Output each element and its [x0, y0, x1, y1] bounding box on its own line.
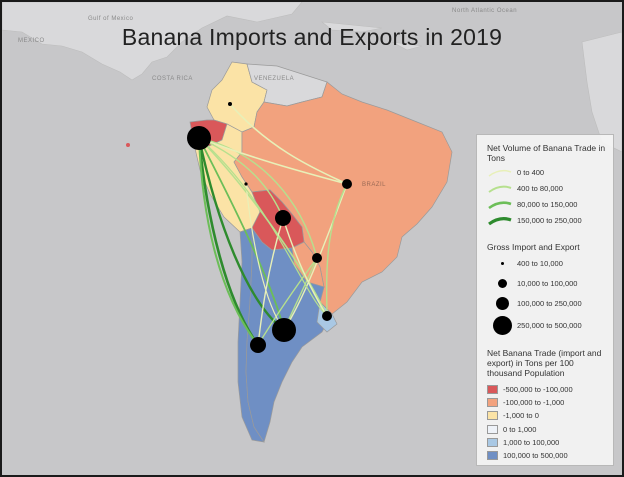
dot-colombia: [228, 102, 232, 106]
gross-dot-swatch: [496, 297, 509, 310]
trade-flows: [197, 103, 348, 347]
net-color-swatch: [487, 385, 498, 394]
net-color-swatch: [487, 398, 498, 407]
legend-volume-label: 0 to 400: [517, 168, 545, 177]
label-brazil: BRAZIL: [362, 182, 387, 188]
label-gulf-of-mexico: Gulf of Mexico: [88, 16, 134, 22]
legend-volume-item: 400 to 80,000: [487, 182, 611, 196]
legend-volume-item: 80,000 to 150,000: [487, 198, 611, 212]
net-color-swatch: [487, 451, 498, 460]
legend-net-title: Net Banana Trade (import and export) in …: [487, 348, 602, 378]
caribbean-land: [321, 21, 423, 51]
gross-dot-swatch: [493, 316, 512, 335]
flow-line: [198, 137, 318, 259]
legend-net-item: 1,000 to 100,000: [487, 436, 611, 450]
flow-line: [197, 136, 286, 332]
net-color-swatch: [487, 425, 498, 434]
legend-net-item: -500,000 to -100,000: [487, 383, 611, 397]
flow-line: [198, 137, 328, 317]
volume-line-swatch: [488, 217, 512, 226]
dot-peru: [244, 182, 248, 186]
legend-gross-item: 250,000 to 500,000: [487, 316, 611, 335]
legend-net-label: 1,000 to 100,000: [503, 438, 560, 447]
legend-gross-label: 400 to 10,000: [517, 259, 563, 268]
legend-gross-item: 400 to 10,000: [487, 257, 611, 271]
gross-dot-swatch: [501, 262, 504, 265]
flow-line: [245, 183, 285, 331]
legend-net-label: -1,000 to 0: [503, 411, 539, 420]
legend-net-label: 100,000 to 500,000: [503, 451, 568, 460]
legend-net-item: 0 to 1,000: [487, 423, 611, 437]
volume-line-swatch: [488, 185, 512, 193]
flow-line: [198, 137, 259, 346]
flow-line: [283, 183, 348, 331]
legend-gross-item: 10,000 to 100,000: [487, 277, 611, 291]
legend-volume-label: 150,000 to 250,000: [517, 216, 582, 225]
legend-gross-label: 100,000 to 250,000: [517, 299, 582, 308]
legend-volume-title: Net Volume of Banana Trade in Tons: [487, 143, 606, 163]
gross-dot-swatch: [498, 279, 507, 288]
legend-net-item: -1,000 to 0: [487, 409, 611, 423]
legend-volume-label: 400 to 80,000: [517, 184, 563, 193]
flow-line: [257, 257, 318, 346]
legend-net-item: -100,000 to -1,000: [487, 396, 611, 410]
legend-net-item: 100,000 to 500,000: [487, 449, 611, 463]
legend-net-label: -100,000 to -1,000: [503, 398, 565, 407]
legend-volume-item: 0 to 400: [487, 166, 611, 180]
gross-trade-dots: [187, 102, 352, 353]
flow-line: [229, 103, 348, 185]
dot-ecuador: [187, 126, 211, 150]
dot-uruguay: [322, 311, 332, 321]
legend-gross-title: Gross Import and Export: [487, 242, 580, 252]
map-title: Banana Imports and Exports in 2019: [121, 24, 503, 50]
dot-argentina: [272, 318, 296, 342]
legend-gross-label: 250,000 to 500,000: [517, 321, 582, 330]
label-north-atlantic: North Atlantic Ocean: [452, 8, 518, 14]
dot-bolivia: [275, 210, 291, 226]
dot-chile: [250, 337, 266, 353]
net-color-swatch: [487, 438, 498, 447]
legend-volume-item: 150,000 to 250,000: [487, 214, 611, 228]
dot-brazil: [342, 179, 352, 189]
legend-net-label: -500,000 to -100,000: [503, 385, 573, 394]
legend-net-label: 0 to 1,000: [503, 425, 537, 434]
label-venezuela: VENEZUELA: [254, 76, 295, 82]
north-america-land: [2, 2, 303, 81]
label-mexico: MEXICO: [18, 38, 45, 44]
label-costa-rica: COSTA RICA: [152, 76, 193, 82]
legend-gross-label: 10,000 to 100,000: [517, 279, 578, 288]
flow-line: [198, 137, 284, 219]
flow-line: [282, 217, 328, 317]
volume-line-swatch: [488, 201, 512, 210]
legend: Net Volume of Banana Trade in Tons 0 to …: [476, 134, 614, 466]
volume-line-swatch: [488, 169, 512, 177]
legend-gross-item: 100,000 to 250,000: [487, 297, 611, 311]
flow-line: [198, 137, 348, 185]
net-color-swatch: [487, 411, 498, 420]
legend-volume-label: 80,000 to 150,000: [517, 200, 578, 209]
dot-paraguay: [312, 253, 322, 263]
flow-line: [325, 183, 348, 317]
galapagos: [126, 143, 130, 147]
flow-line: [198, 137, 285, 331]
